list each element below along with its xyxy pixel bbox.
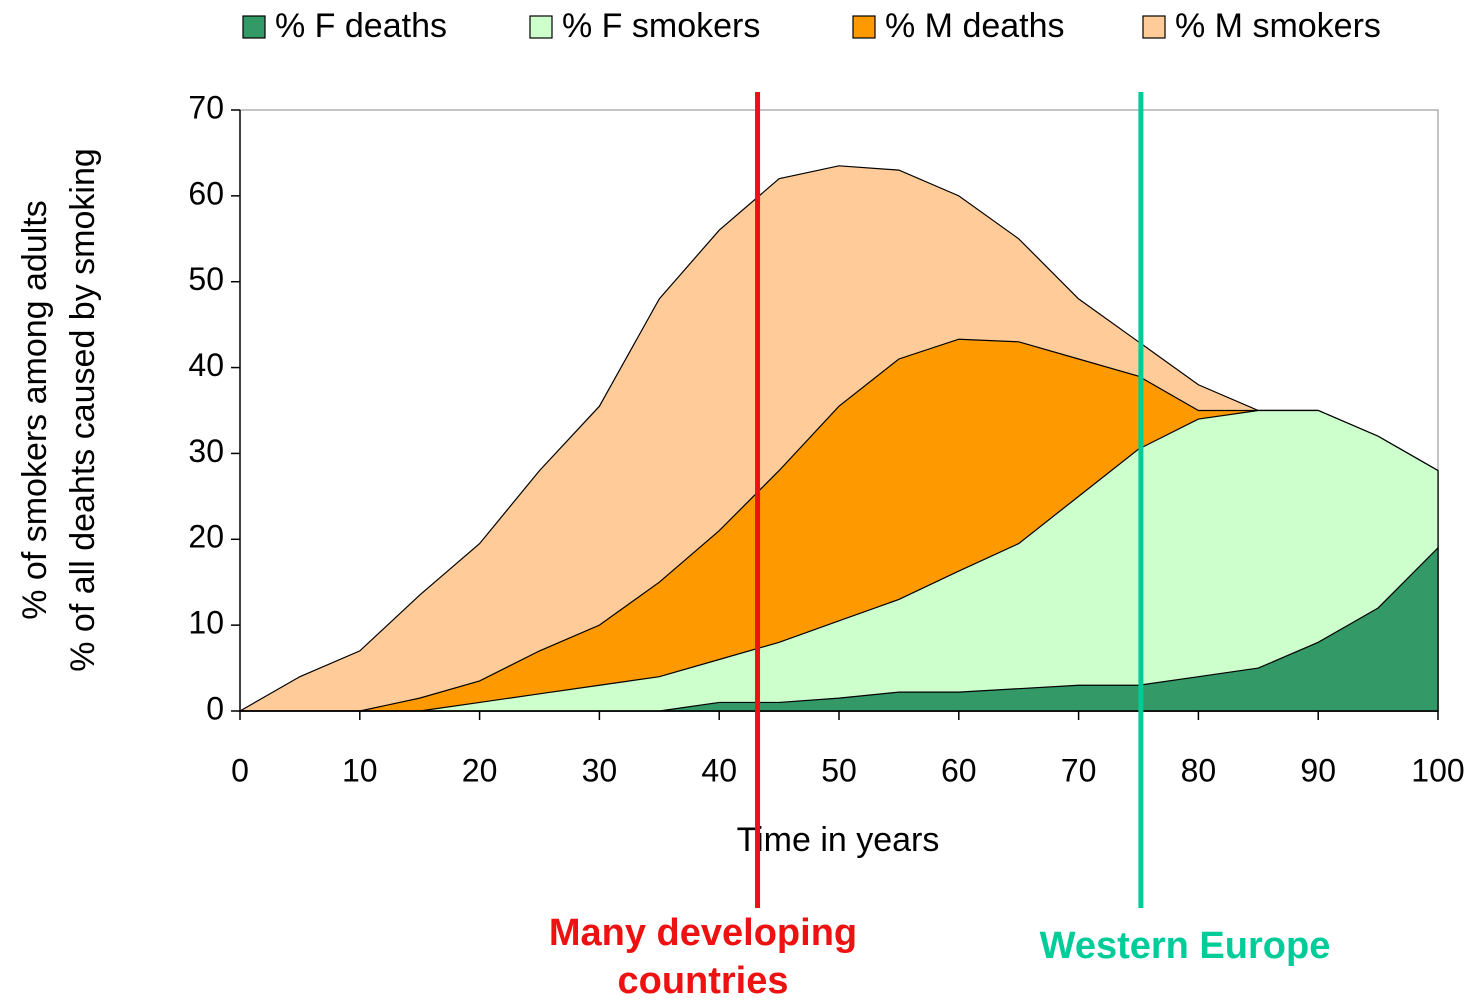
x-tick-label: 50 <box>821 752 857 788</box>
x-tick-label: 30 <box>582 752 618 788</box>
x-axis-title: Time in years <box>737 821 940 859</box>
x-tick-label: 40 <box>701 752 737 788</box>
y-tick-label: 60 <box>188 175 224 211</box>
legend-label: % F deaths <box>275 7 447 45</box>
x-tick-label: 100 <box>1411 752 1464 788</box>
legend-label: % M smokers <box>1175 7 1381 45</box>
legend-swatch <box>242 15 266 39</box>
x-tick-label: 90 <box>1300 752 1336 788</box>
y-tick-label: 40 <box>188 347 224 383</box>
legend-swatch <box>1142 15 1166 39</box>
y-tick-label: 20 <box>188 519 224 555</box>
annotation-label: countries <box>617 960 788 1002</box>
x-tick-label: 20 <box>462 752 498 788</box>
legend-swatch <box>529 15 553 39</box>
y-axis-title: % of all deahts caused by smoking <box>64 148 102 672</box>
y-tick-label: 50 <box>188 261 224 297</box>
y-axis-title: % of smokers among adults <box>16 200 54 620</box>
legend-label: % F smokers <box>562 7 760 45</box>
x-tick-label: 0 <box>231 752 249 788</box>
y-tick-label: 10 <box>188 605 224 641</box>
annotation-label: Western Europe <box>1040 925 1331 967</box>
y-tick-label: 30 <box>188 433 224 469</box>
x-tick-label: 70 <box>1061 752 1097 788</box>
y-tick-label: 70 <box>188 89 224 125</box>
legend-swatch <box>852 15 876 39</box>
legend-label: % M deaths <box>885 7 1065 45</box>
annotation-label: Many developing <box>549 912 857 954</box>
y-tick-label: 0 <box>206 690 224 726</box>
x-tick-label: 10 <box>342 752 378 788</box>
x-tick-label: 80 <box>1181 752 1217 788</box>
x-tick-label: 60 <box>941 752 977 788</box>
